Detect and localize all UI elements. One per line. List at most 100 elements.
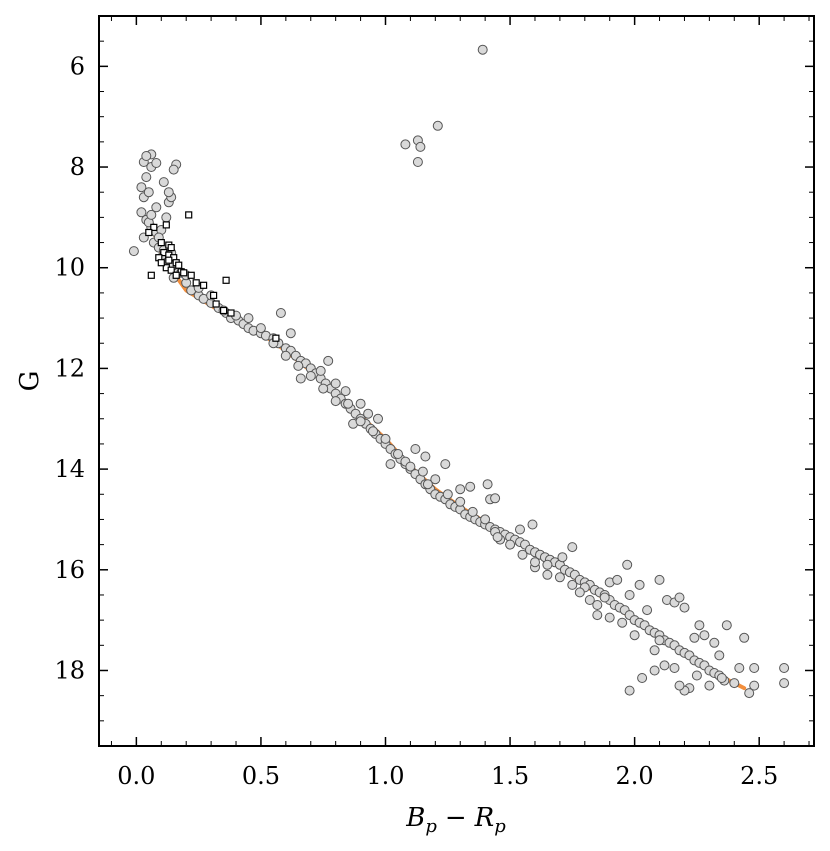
y-tick-label: 10 [54, 254, 85, 282]
data-point-circle [716, 673, 727, 683]
data-point-circle [624, 590, 635, 600]
data-point-circle [280, 350, 291, 361]
data-point-circle [634, 579, 645, 590]
plot-frame [98, 15, 815, 747]
x-axis-title-r-sub: p [494, 816, 506, 837]
data-point-circle [749, 680, 760, 691]
data-point-circle [699, 630, 710, 641]
data-points-layer [128, 44, 790, 699]
data-point-circle [584, 595, 595, 605]
data-point-square [165, 256, 173, 264]
data-point-circle [146, 209, 157, 220]
data-point-square [272, 334, 280, 342]
data-point-circle [305, 371, 316, 381]
data-point-circle [318, 383, 329, 394]
data-point-circle [143, 187, 154, 198]
data-point-circle [515, 524, 525, 535]
x-tick-label: 0.0 [117, 762, 155, 790]
data-point-circle [674, 592, 685, 603]
data-point-circle [373, 413, 383, 424]
data-point-circle [323, 355, 334, 366]
data-point-circle [542, 559, 553, 570]
data-point-circle [779, 663, 790, 673]
data-point-circle [729, 678, 740, 689]
data-point-circle [440, 459, 451, 470]
y-tick-label: 8 [70, 153, 85, 181]
data-point-circle [330, 378, 341, 389]
x-tick-label: 1.5 [491, 762, 529, 790]
data-point-circle [599, 592, 610, 603]
data-point-circle [417, 466, 428, 477]
data-point-circle [714, 650, 725, 661]
data-point-circle [689, 632, 700, 643]
data-point-circle [293, 360, 304, 371]
data-point-circle [554, 572, 565, 583]
data-point-circle [467, 506, 478, 517]
data-point-circle [432, 120, 443, 131]
data-point-circle [592, 610, 603, 621]
data-point-circle [158, 177, 169, 188]
x-tick-label: 2.5 [740, 762, 778, 790]
data-point-circle [542, 569, 553, 580]
data-point-square [175, 261, 183, 269]
data-point-circle [161, 212, 172, 223]
data-point-circle [151, 202, 162, 213]
data-point-square [187, 271, 195, 279]
x-axis-title: Bp − Rp [405, 803, 506, 837]
data-point-circle [530, 557, 540, 568]
data-point-circle [721, 620, 732, 631]
data-point-circle [343, 398, 354, 409]
data-point-circle [691, 670, 702, 681]
data-point-circle [141, 151, 152, 161]
y-tick-label: 16 [54, 556, 85, 584]
data-point-circle [455, 484, 466, 495]
data-point-circle [163, 187, 174, 198]
data-point-circle [275, 308, 286, 318]
data-point-circle [295, 373, 306, 384]
data-point-circle [455, 496, 466, 507]
data-point-circle [574, 587, 585, 598]
data-point-circle [709, 637, 720, 648]
data-point-circle [739, 632, 750, 643]
data-point-square [150, 223, 158, 231]
data-point-circle [482, 479, 493, 490]
data-point-circle [368, 426, 378, 437]
data-point-circle [415, 141, 426, 152]
data-point-circle [285, 328, 296, 339]
data-point-circle [637, 673, 648, 683]
data-point-circle [679, 602, 690, 613]
data-point-square [157, 259, 165, 267]
data-point-circle [405, 461, 416, 472]
data-point-circle [527, 519, 538, 530]
data-point-circle [422, 479, 433, 490]
data-point-circle [642, 605, 653, 616]
axis-ticks-layer: 0.0 0.5 1.0 1.5 2.0 2.5 6 8 10 12 14 16 18 [54, 15, 814, 790]
data-point-circle [380, 433, 391, 444]
data-point-circle [151, 158, 162, 168]
data-point-circle [315, 365, 326, 376]
y-tick-label: 12 [54, 354, 85, 382]
data-point-circle [410, 444, 421, 454]
data-point-circle [363, 408, 374, 419]
data-point-circle [704, 680, 715, 691]
data-point-circle [779, 678, 790, 689]
y-axis-title: G [15, 371, 45, 392]
data-point-circle [385, 459, 396, 470]
data-point-circle [567, 542, 578, 553]
data-point-circle [654, 635, 665, 646]
data-point-circle [674, 680, 685, 691]
data-point-circle [557, 552, 568, 563]
data-point-circle [400, 139, 411, 150]
data-point-square [227, 309, 235, 317]
data-point-circle [734, 663, 745, 673]
data-point-circle [442, 489, 453, 500]
x-axis-title-b: B [405, 803, 425, 833]
x-tick-label: 0.5 [242, 762, 280, 790]
data-point-circle [430, 474, 441, 485]
data-point-circle [749, 663, 760, 673]
data-point-circle [629, 630, 640, 641]
data-point-square [172, 271, 180, 279]
data-point-square [192, 279, 200, 287]
data-point-circle [355, 416, 366, 427]
